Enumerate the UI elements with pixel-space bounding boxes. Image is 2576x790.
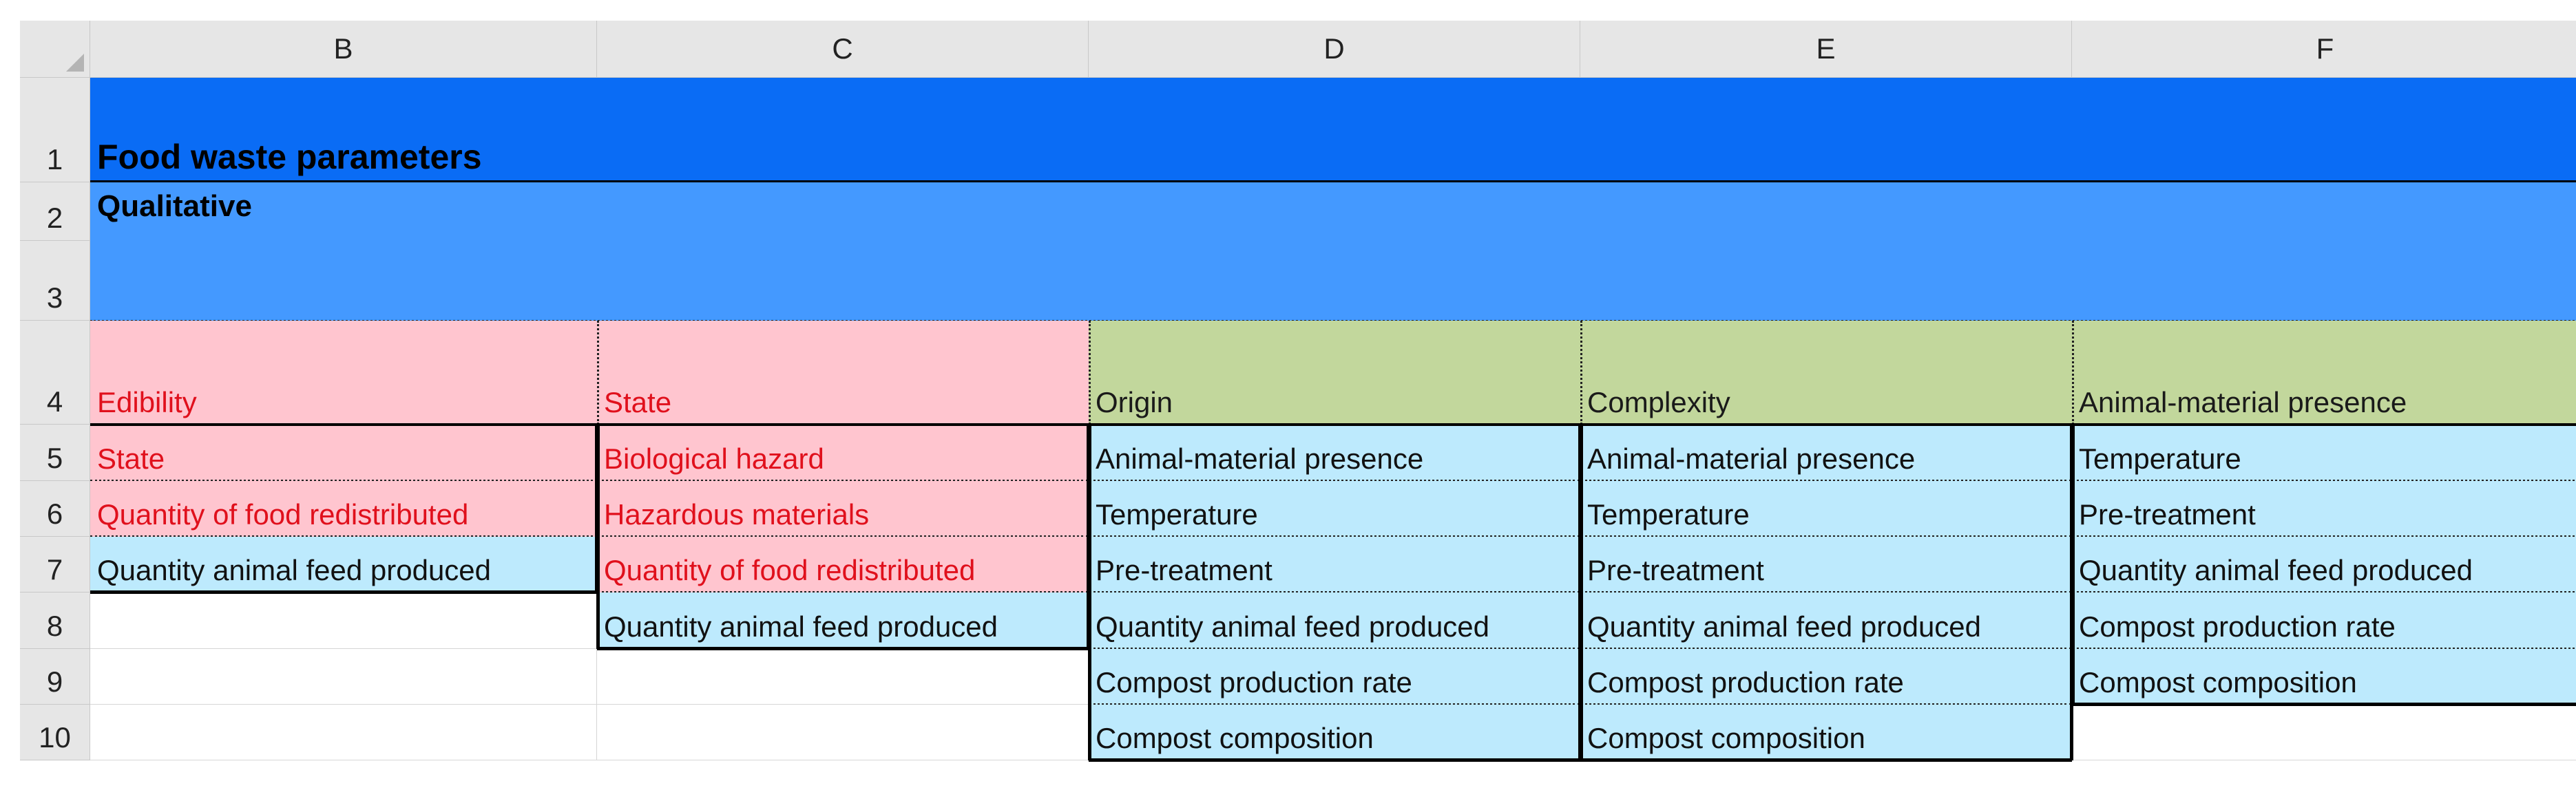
list-border-left	[2071, 423, 2075, 705]
dotted-border	[1580, 321, 1582, 425]
dotted-border	[90, 535, 597, 537]
column-header-f[interactable]: F	[2072, 21, 2576, 78]
list-item[interactable]: Compost composition	[1580, 705, 2072, 760]
list-border-top	[1580, 423, 2072, 426]
dotted-border	[597, 480, 1089, 482]
row-header-7[interactable]: 7	[20, 537, 90, 592]
category-header-d[interactable]: Origin	[1089, 321, 1580, 425]
row-header-2[interactable]: 2	[20, 182, 90, 241]
category-header-c[interactable]: State	[597, 321, 1089, 425]
list-item[interactable]: Compost composition	[1089, 705, 1580, 760]
list-item[interactable]: Temperature	[2072, 425, 2576, 481]
list-item[interactable]: Pre-treatment	[2072, 481, 2576, 537]
dotted-border	[1089, 480, 1580, 482]
sheet-title[interactable]: Food waste parameters	[90, 78, 2576, 182]
list-item[interactable]: Hazardous materials	[597, 481, 1089, 537]
dotted-border	[597, 321, 599, 425]
list-item[interactable]: Quantity animal feed produced	[2072, 537, 2576, 592]
column-header-b[interactable]: B	[90, 21, 597, 78]
column-header-e[interactable]: E	[1580, 21, 2072, 78]
dotted-border	[597, 535, 1089, 537]
row-header-1[interactable]: 1	[20, 78, 90, 182]
row-header-4[interactable]: 4	[20, 321, 90, 425]
dotted-border	[2072, 648, 2576, 650]
list-border-bottom	[90, 590, 597, 594]
row-header-3[interactable]: 3	[20, 241, 90, 321]
list-border-top	[2072, 423, 2576, 426]
list-item[interactable]: Animal-material presence	[1580, 425, 2072, 481]
dotted-border	[2072, 591, 2576, 593]
select-all-triangle-icon	[66, 54, 84, 72]
list-item[interactable]: Biological hazard	[597, 425, 1089, 481]
row-header-8[interactable]: 8	[20, 592, 90, 649]
category-header-b[interactable]: Edibility	[90, 321, 597, 425]
list-item[interactable]: Pre-treatment	[1089, 537, 1580, 592]
dotted-border	[1580, 535, 2072, 537]
dotted-border	[1089, 648, 1580, 650]
list-item[interactable]: Temperature	[1089, 481, 1580, 537]
dotted-border	[1089, 321, 1091, 425]
list-border-left	[1088, 423, 1091, 760]
list-border-left	[1580, 423, 1583, 760]
list-border-bottom	[2072, 703, 2576, 706]
list-item[interactable]: Quantity of food redistributed	[90, 481, 597, 537]
list-item[interactable]: Quantity animal feed produced	[597, 592, 1089, 649]
list-border-top	[597, 423, 1089, 426]
dotted-border	[1580, 591, 2072, 593]
list-item[interactable]: State	[90, 425, 597, 481]
list-item[interactable]: Compost composition	[2072, 649, 2576, 705]
list-item[interactable]: Quantity animal feed produced	[1089, 592, 1580, 649]
list-item[interactable]: Pre-treatment	[1580, 537, 2072, 592]
list-border-top	[1089, 423, 1580, 426]
column-header-c[interactable]: C	[597, 21, 1089, 78]
list-item[interactable]: Compost production rate	[2072, 592, 2576, 649]
list-border-top	[90, 423, 597, 426]
list-item[interactable]: Quantity animal feed produced	[1580, 592, 2072, 649]
list-item[interactable]: Compost production rate	[1580, 649, 2072, 705]
row-header-10[interactable]: 10	[20, 705, 90, 760]
dotted-border	[1580, 648, 2072, 650]
list-item[interactable]: Quantity animal feed produced	[90, 537, 597, 592]
category-header-f[interactable]: Animal-material presence	[2072, 321, 2576, 425]
list-item[interactable]: Compost production rate	[1089, 649, 1580, 705]
title-bottom-border	[90, 180, 2576, 183]
sheet-subtitle[interactable]: Qualitative	[90, 182, 2576, 321]
list-item[interactable]: Temperature	[1580, 481, 2072, 537]
row-header-6[interactable]: 6	[20, 481, 90, 537]
dotted-border	[1089, 591, 1580, 593]
list-border-bottom	[1580, 758, 2072, 762]
category-header-e[interactable]: Complexity	[1580, 321, 2072, 425]
dotted-border	[2072, 480, 2576, 482]
dotted-border	[2072, 321, 2074, 425]
dotted-border	[2072, 535, 2576, 537]
column-header-d[interactable]: D	[1089, 21, 1580, 78]
list-border-bottom	[597, 647, 1089, 650]
dotted-border	[1089, 703, 1580, 705]
select-all-corner[interactable]	[20, 21, 90, 78]
row-header-9[interactable]: 9	[20, 649, 90, 705]
dotted-border	[90, 480, 597, 482]
list-item[interactable]: Animal-material presence	[1089, 425, 1580, 481]
dotted-border	[1580, 703, 2072, 705]
row-header-5[interactable]: 5	[20, 425, 90, 481]
list-border-left	[596, 423, 600, 649]
dotted-border	[1089, 535, 1580, 537]
dotted-border	[597, 591, 1089, 593]
list-border-bottom	[1089, 758, 1580, 762]
dotted-border	[1580, 480, 2072, 482]
list-item[interactable]: Quantity of food redistributed	[597, 537, 1089, 592]
